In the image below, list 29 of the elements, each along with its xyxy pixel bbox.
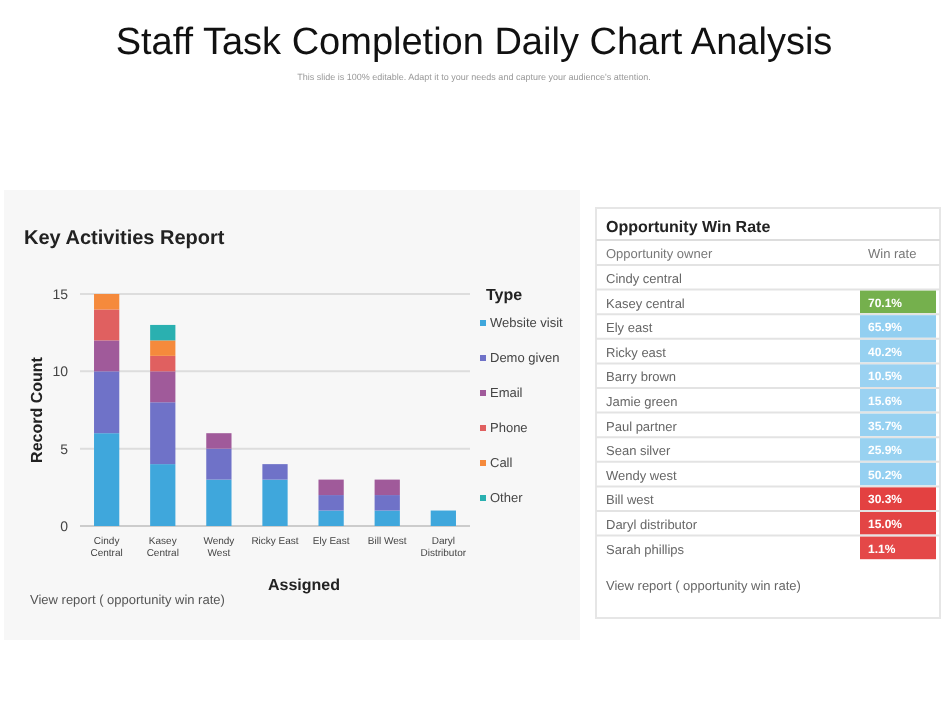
bar xyxy=(206,433,232,449)
bar xyxy=(94,340,120,372)
chart-title: Opportunity Win Rate xyxy=(606,218,772,236)
bar xyxy=(94,433,120,526)
bar xyxy=(206,479,232,526)
bar xyxy=(374,510,400,526)
text: Staff Task Completion Daily Chart Analysis xyxy=(115,22,833,64)
bar xyxy=(150,355,176,372)
bar xyxy=(262,479,288,526)
bar xyxy=(150,402,176,465)
bar xyxy=(94,309,120,341)
bar xyxy=(318,510,344,526)
bar xyxy=(206,448,232,480)
y-axis-title: Record Count xyxy=(28,356,46,463)
bar xyxy=(318,479,344,496)
bar xyxy=(318,495,344,511)
bar xyxy=(374,479,400,496)
bar xyxy=(150,464,176,526)
legend-title: Type xyxy=(486,286,524,304)
bar xyxy=(150,371,176,403)
bar xyxy=(94,294,120,310)
bar xyxy=(262,464,288,480)
bar xyxy=(430,510,456,526)
chart-title: Key Activities Report xyxy=(24,228,226,250)
x-axis-title: Assigned xyxy=(267,576,341,594)
bar xyxy=(150,324,176,341)
bar xyxy=(150,340,176,356)
bar xyxy=(374,495,400,511)
bar xyxy=(94,371,120,434)
